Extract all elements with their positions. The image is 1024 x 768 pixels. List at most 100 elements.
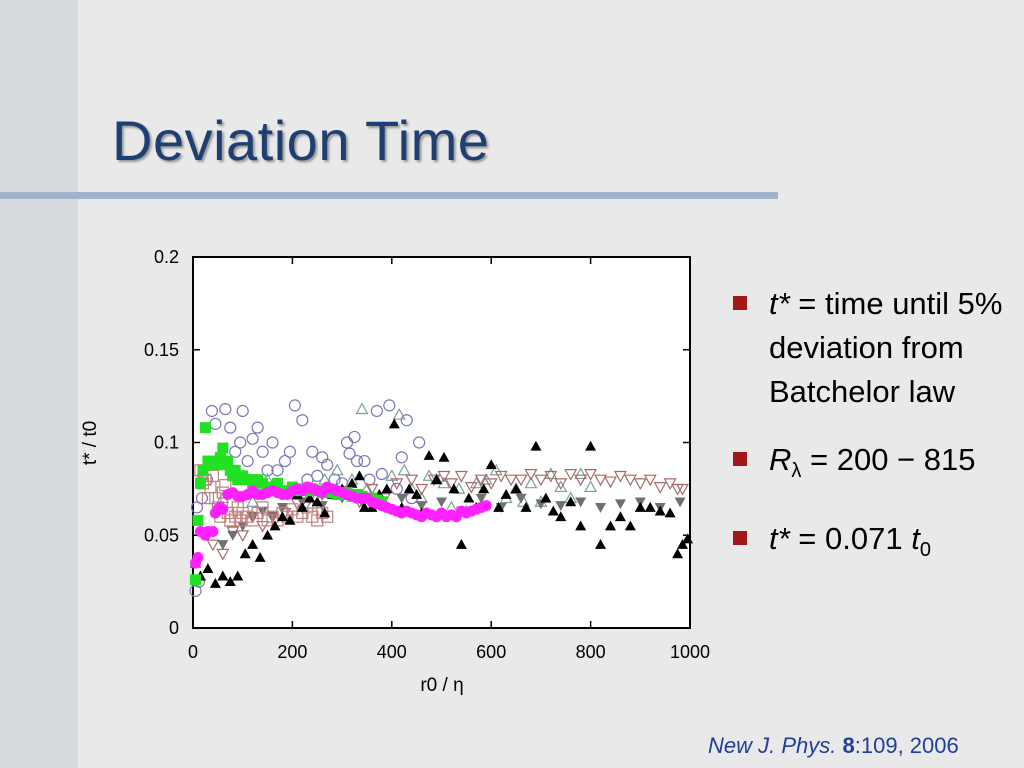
data-point [463, 492, 475, 503]
x-tick-label: 200 [277, 642, 307, 662]
data-point [207, 526, 219, 538]
data-point [276, 511, 288, 522]
bullet-variable: t* [769, 521, 790, 557]
data-point [311, 496, 323, 507]
bullet-square-icon [733, 452, 747, 466]
data-point [554, 480, 568, 493]
data-point [614, 511, 626, 522]
data-point [395, 451, 408, 464]
data-point [205, 404, 218, 418]
data-point [284, 514, 296, 525]
data-point [348, 430, 361, 444]
data-point [319, 507, 331, 518]
bullet-text: = 200 − 815 [801, 442, 976, 477]
data-point [624, 520, 636, 531]
data-point [227, 530, 239, 541]
data-point [489, 463, 503, 476]
bullet-variable: t* [769, 286, 790, 321]
data-point [485, 459, 497, 470]
data-point [229, 445, 242, 458]
data-point [246, 432, 259, 445]
data-point [381, 483, 393, 494]
data-point [383, 399, 396, 412]
data-point [229, 464, 241, 476]
data-point [594, 474, 608, 487]
y-tick-label: 0.2 [154, 247, 179, 267]
bullet-square-icon [733, 296, 747, 310]
data-point [480, 500, 492, 512]
data-point [493, 501, 505, 512]
data-point [644, 501, 656, 512]
data-point [343, 447, 356, 460]
bullet-item-definition: t* = time until 5% deviation from Batche… [733, 282, 1019, 414]
data-point [206, 539, 220, 552]
data-point [388, 418, 400, 429]
data-point [595, 503, 607, 513]
x-tick-label: 400 [377, 642, 407, 662]
data-point [296, 414, 309, 427]
data-point [603, 476, 617, 489]
bullet-list: t* = time until 5% deviation from Batche… [733, 282, 1019, 596]
data-point [217, 503, 229, 515]
data-point [438, 451, 450, 462]
data-point [234, 514, 247, 527]
data-point [239, 548, 251, 559]
data-point [555, 501, 567, 512]
data-point [261, 464, 274, 477]
data-point [256, 445, 269, 458]
data-point [330, 463, 344, 476]
data-point [355, 402, 369, 415]
data-point [350, 454, 364, 468]
data-point [416, 501, 428, 512]
data-point [431, 474, 443, 484]
data-point [682, 533, 694, 544]
data-point [653, 482, 667, 494]
data-point [321, 458, 334, 471]
data-point [403, 483, 415, 494]
data-point [510, 483, 522, 494]
data-point [547, 505, 559, 516]
data-point [396, 493, 408, 504]
data-point [411, 488, 423, 499]
data-point [454, 470, 468, 483]
bullet-text: = 0.071 [789, 521, 912, 557]
data-point [544, 467, 558, 480]
data-point [358, 501, 370, 512]
data-point [575, 497, 587, 508]
y-tick-label: 0.05 [144, 525, 179, 545]
bullet-subscript: 0 [919, 539, 931, 562]
x-axis-label: r0 / η [420, 675, 463, 696]
axis-tick-labels: 0 200 400 600 800 1000 0 0.05 0.1 0.15 0.2 [144, 247, 710, 662]
data-point [400, 414, 413, 427]
data-point [423, 449, 435, 460]
data-point [392, 407, 406, 420]
data-point [234, 436, 247, 449]
bullet-item-value: t* = 0.071 t0 [733, 517, 1019, 572]
data-point [271, 464, 284, 477]
data-point [224, 576, 236, 587]
data-point [478, 483, 490, 494]
x-tick-label: 1000 [670, 642, 710, 662]
data-point [390, 478, 404, 491]
data-point [212, 459, 224, 471]
data-point [217, 540, 229, 551]
x-tick-label: 0 [188, 642, 198, 662]
data-point [262, 529, 274, 540]
y-axis-label: t* / t0 [80, 421, 101, 465]
data-point [288, 399, 301, 412]
data-point [190, 501, 204, 514]
data-point [236, 404, 249, 418]
data-point [232, 570, 244, 581]
data-point [654, 505, 666, 516]
data-point [540, 492, 552, 503]
data-point [676, 483, 690, 496]
data-point [346, 477, 358, 488]
data-point [677, 539, 689, 549]
data-point [663, 478, 677, 491]
series-7-circle-filled [189, 481, 492, 569]
data-point [574, 467, 588, 480]
y-tick-label: 0 [169, 618, 179, 638]
data-point [614, 499, 626, 510]
bullet-variable-2: t [911, 521, 920, 557]
title-underline [0, 192, 778, 199]
